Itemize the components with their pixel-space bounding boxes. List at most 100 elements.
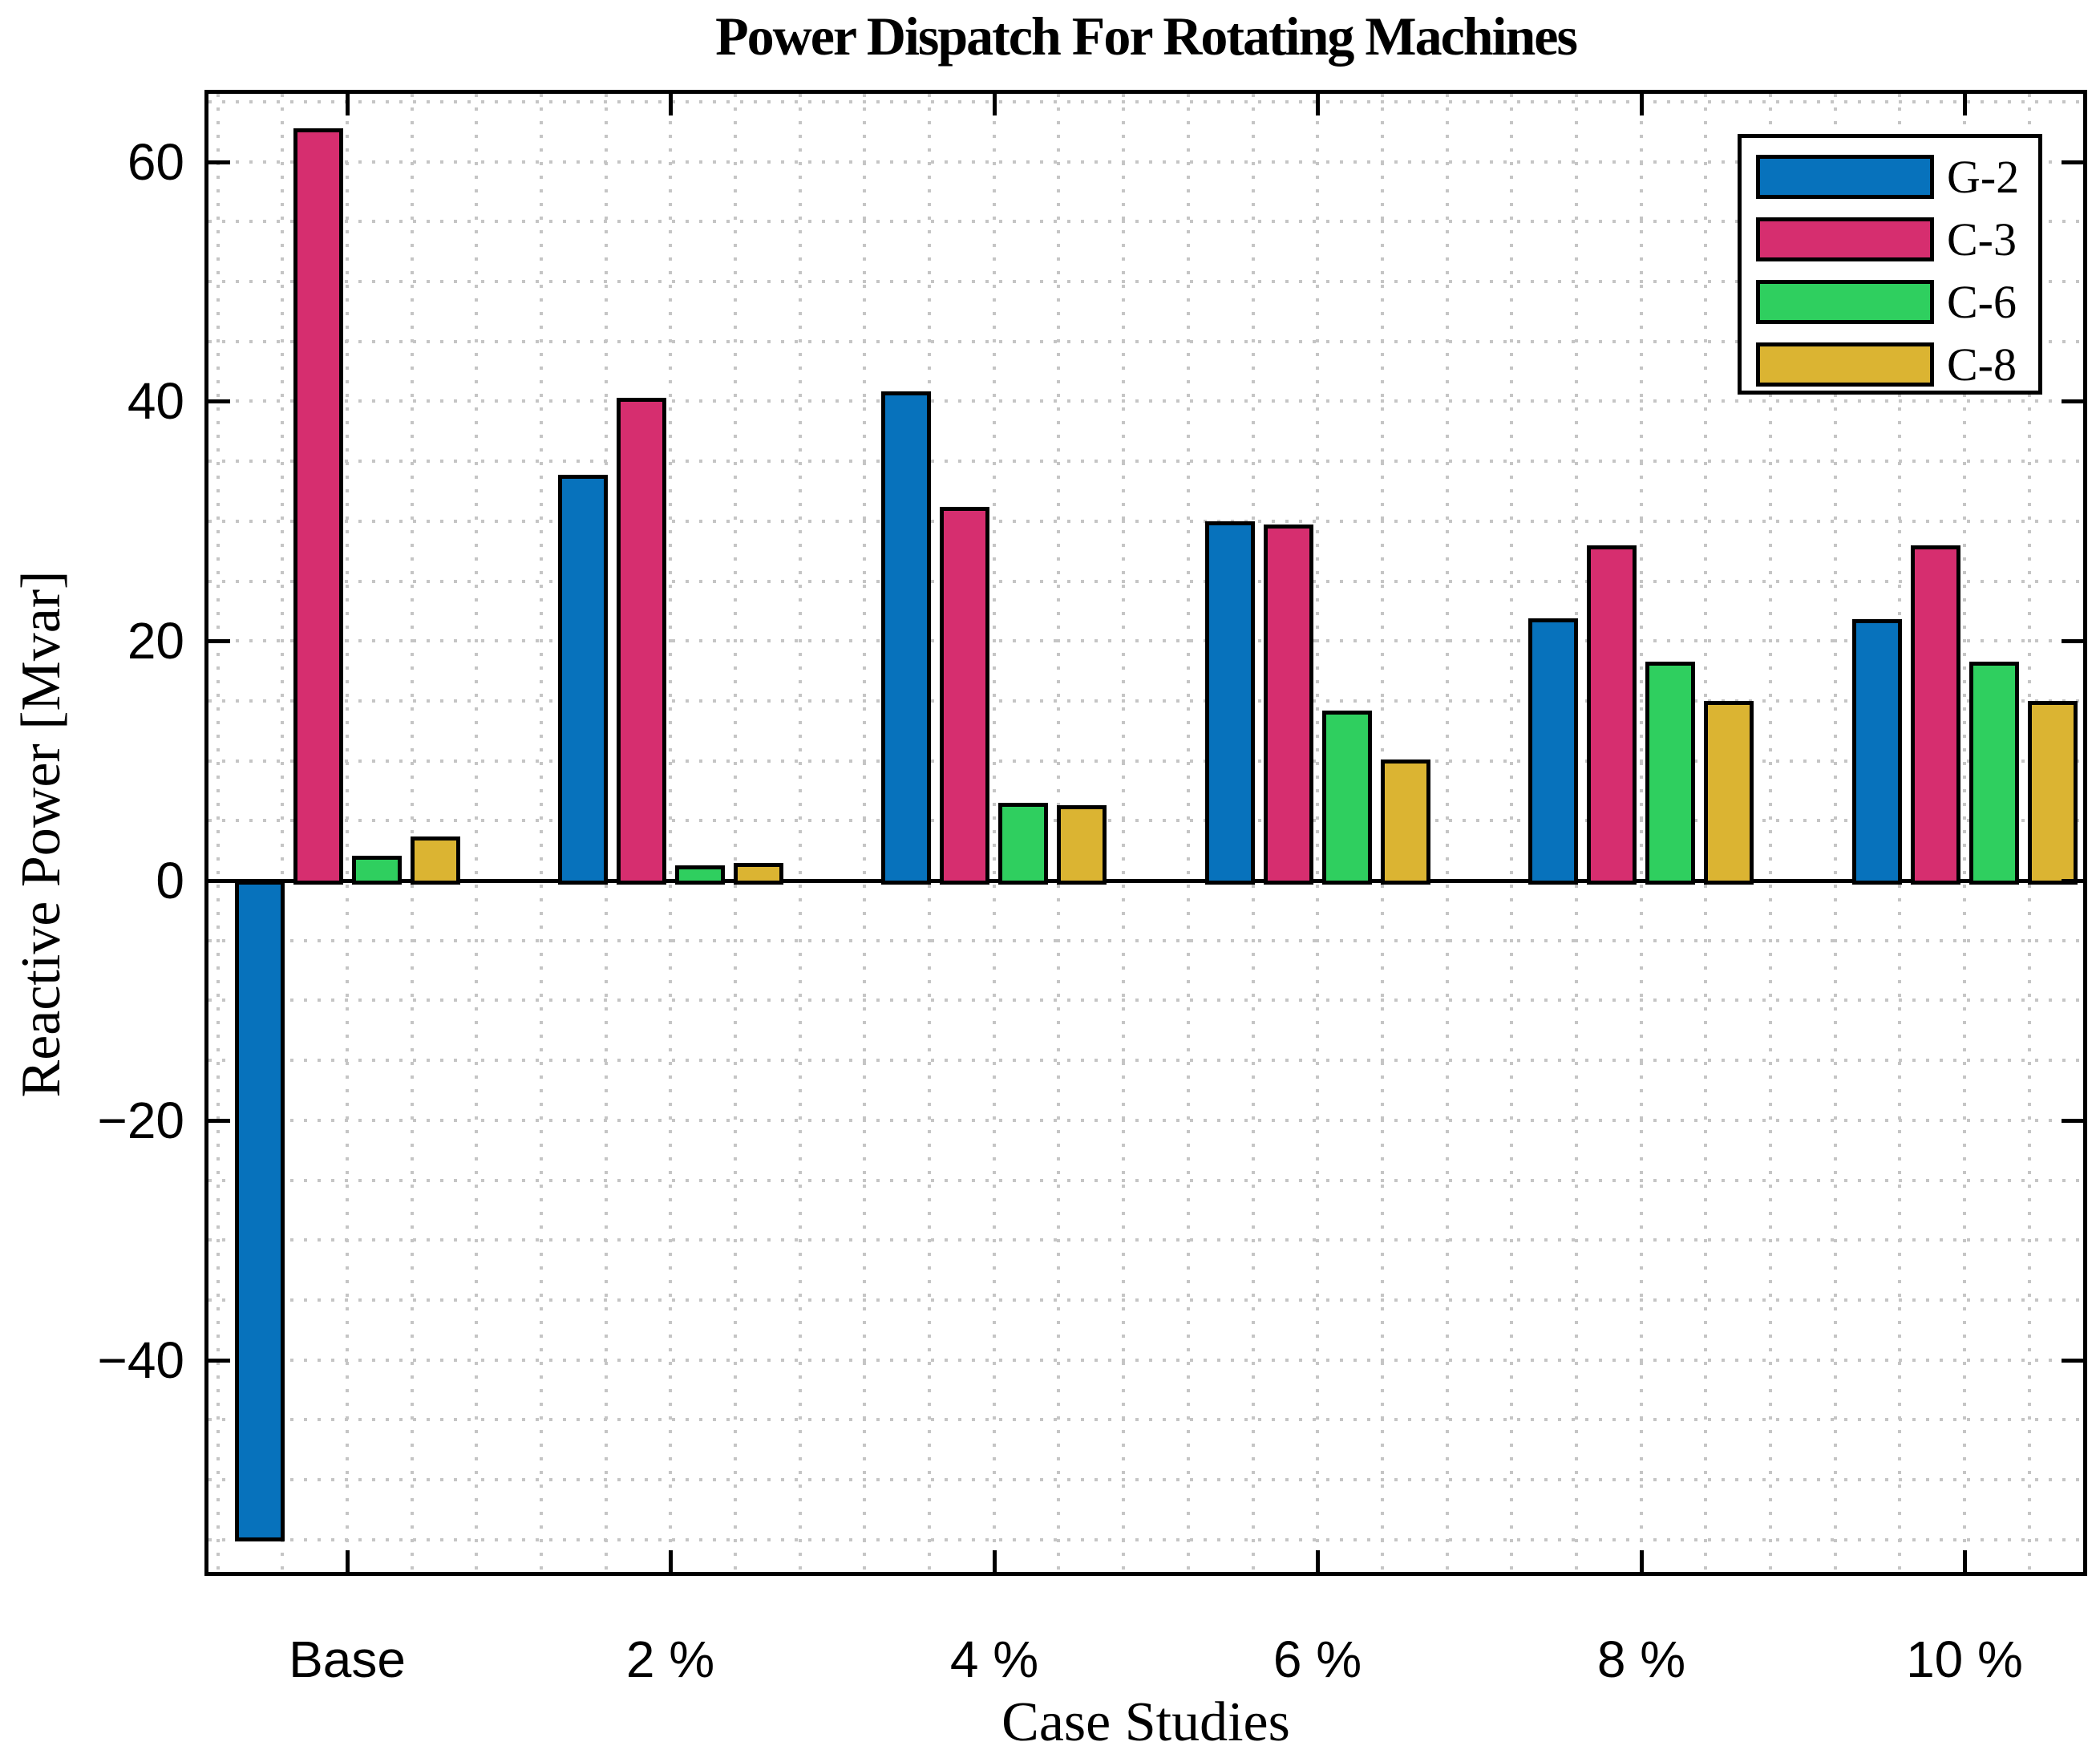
gridline-horizontal: [208, 699, 2083, 703]
gridline-vertical: [1187, 94, 1190, 1572]
gridline-vertical: [540, 94, 543, 1572]
y-tick-left: [208, 160, 230, 164]
gridline-vertical: [346, 94, 349, 1572]
x-tick-top: [669, 94, 673, 115]
y-axis-label: Reactive Power [Mvar]: [10, 570, 72, 1098]
x-tick-label: Base: [289, 1630, 406, 1688]
y-tick-left: [208, 639, 230, 643]
gridline-vertical: [734, 94, 737, 1572]
x-tick-label: 10 %: [1906, 1630, 2023, 1688]
y-tick-left: [208, 399, 230, 403]
y-tick-right: [2062, 399, 2083, 403]
gridline-vertical: [1446, 94, 1449, 1572]
gridline-vertical: [863, 94, 866, 1572]
y-tick-label: 20: [127, 612, 184, 670]
gridline-vertical: [1640, 94, 1643, 1572]
gridline-horizontal: [208, 1059, 2083, 1062]
legend: G-2 C-3 C-6 C-8: [1738, 134, 2042, 395]
bar-c-6-10%: [1969, 662, 2019, 885]
x-axis-label: Case Studies: [1001, 1691, 1290, 1753]
x-tick-top: [346, 94, 350, 115]
x-tick-bottom: [1963, 1550, 1967, 1572]
gridline-horizontal: [208, 1179, 2083, 1182]
bar-g-2-10%: [1852, 619, 1902, 885]
gridline-horizontal: [208, 460, 2083, 463]
legend-item-g-2: G-2: [1742, 146, 2038, 209]
bar-c-6-6%: [1322, 711, 1372, 885]
gridline-horizontal: [208, 819, 2083, 822]
bar-c-3-Base: [293, 128, 343, 885]
gridline-horizontal: [208, 998, 2083, 1002]
legend-item-c-6: C-6: [1742, 271, 2038, 334]
legend-item-c-3: C-3: [1742, 209, 2038, 271]
y-tick-label: −20: [97, 1092, 184, 1149]
gridline-vertical: [1769, 94, 1772, 1572]
gridline-vertical: [1510, 94, 1513, 1572]
y-tick-right: [2062, 639, 2083, 643]
y-tick-label: 40: [127, 372, 184, 430]
bar-c-3-6%: [1264, 525, 1313, 885]
chart-title: Power Dispatch For Rotating Machines: [715, 6, 1578, 67]
gridline-vertical: [216, 94, 220, 1572]
x-tick-label: 4 %: [949, 1630, 1039, 1688]
gridline-vertical: [799, 94, 802, 1572]
x-tick-bottom: [346, 1550, 350, 1572]
bar-c-8-6%: [1381, 759, 1430, 885]
bar-c-8-8%: [1704, 701, 1754, 885]
bar-g-2-8%: [1528, 618, 1578, 885]
bar-c-6-4%: [998, 803, 1048, 885]
bar-g-2-Base: [235, 881, 285, 1541]
x-tick-top: [993, 94, 997, 115]
x-tick-bottom: [669, 1550, 673, 1572]
gridline-vertical: [1834, 94, 1837, 1572]
gridline-vertical: [1122, 94, 1125, 1572]
bar-c-8-2%: [734, 863, 783, 885]
y-tick-label: 0: [156, 852, 184, 909]
bar-c-8-4%: [1057, 805, 1107, 885]
bar-c-6-2%: [675, 865, 725, 885]
y-tick-right: [2062, 1359, 2083, 1363]
x-tick-bottom: [993, 1550, 997, 1572]
bar-c-8-Base: [411, 836, 460, 885]
gridline-horizontal: [208, 520, 2083, 523]
y-tick-right: [2062, 160, 2083, 164]
x-tick-top: [1963, 94, 1967, 115]
bar-c-8-10%: [2028, 701, 2078, 885]
gridline-vertical: [475, 94, 478, 1572]
bar-c-3-4%: [940, 507, 989, 885]
gridline-horizontal: [208, 639, 2083, 642]
bar-g-2-6%: [1205, 521, 1255, 885]
gridline-horizontal: [208, 759, 2083, 763]
gridline-vertical: [411, 94, 414, 1572]
y-tick-left: [208, 1359, 230, 1363]
gridline-horizontal: [208, 340, 2083, 343]
legend-swatch-g-2: [1756, 155, 1934, 199]
gridline-horizontal: [208, 1238, 2083, 1242]
gridline-horizontal: [208, 220, 2083, 223]
x-tick-bottom: [1640, 1550, 1644, 1572]
gridline-vertical: [281, 94, 284, 1572]
y-tick-left: [208, 879, 230, 883]
gridline-vertical: [1316, 94, 1319, 1572]
legend-label: G-2: [1947, 151, 2020, 203]
gridline-horizontal: [208, 580, 2083, 583]
bar-g-2-4%: [881, 391, 931, 885]
x-tick-top: [1640, 94, 1644, 115]
gridline-horizontal: [208, 939, 2083, 942]
bar-c-6-Base: [352, 856, 402, 885]
legend-label: C-3: [1947, 213, 2017, 265]
y-tick-left: [208, 1119, 230, 1123]
bar-c-3-10%: [1911, 545, 1960, 885]
gridline-vertical: [669, 94, 672, 1572]
x-tick-label: 6 %: [1273, 1630, 1362, 1688]
legend-label: C-6: [1947, 276, 2017, 328]
gridline-horizontal: [208, 1298, 2083, 1302]
zero-baseline: [204, 879, 2087, 883]
gridline-horizontal: [208, 280, 2083, 283]
legend-swatch-c-8: [1756, 342, 1934, 387]
gridline-horizontal: [208, 399, 2083, 403]
legend-swatch-c-6: [1756, 280, 1934, 324]
gridline-horizontal: [208, 100, 2083, 103]
x-tick-bottom: [1316, 1550, 1320, 1572]
